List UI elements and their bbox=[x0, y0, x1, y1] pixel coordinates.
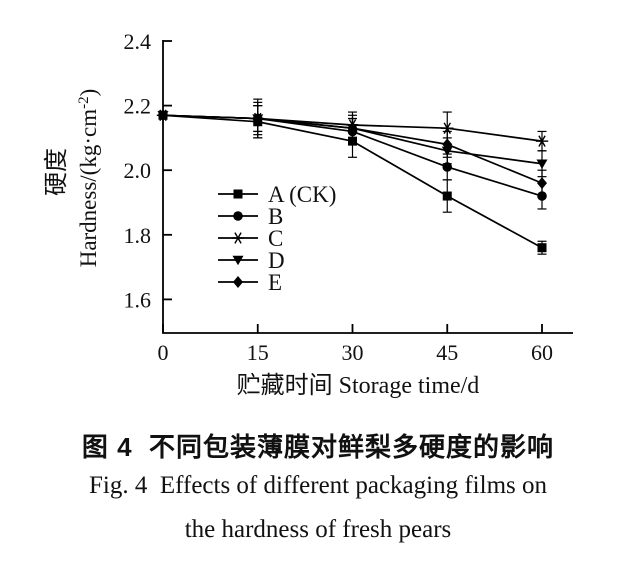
y-tick-label: 1.8 bbox=[124, 223, 152, 248]
legend-label: C bbox=[268, 226, 283, 251]
diamond-marker bbox=[252, 112, 263, 125]
square-marker bbox=[442, 191, 452, 201]
x-tick-label: 0 bbox=[158, 340, 169, 365]
series-e bbox=[158, 109, 548, 190]
triangle-down-marker bbox=[441, 146, 453, 157]
y-tick-label: 2.2 bbox=[124, 94, 152, 119]
legend-label: E bbox=[268, 270, 282, 295]
legend-item: E bbox=[218, 270, 282, 295]
square-marker bbox=[233, 189, 243, 199]
triangle-down-marker bbox=[232, 255, 244, 266]
legend-item: B bbox=[218, 204, 283, 229]
x-axis-title: 贮藏时间 Storage time/d bbox=[237, 372, 480, 399]
x-tick-label: 45 bbox=[436, 340, 458, 365]
diamond-marker bbox=[537, 177, 548, 190]
legend-item: A (CK) bbox=[218, 182, 336, 207]
figure-caption-zh: 图 4 不同包装薄膜对鲜梨多硬度的影响 bbox=[81, 432, 555, 462]
circle-marker bbox=[442, 162, 453, 172]
figure-caption-en-line2: the hardness of fresh pears bbox=[184, 516, 452, 543]
diamond-marker bbox=[158, 109, 168, 122]
asterisk-marker bbox=[535, 135, 549, 147]
legend-label: A (CK) bbox=[268, 182, 336, 207]
diamond-marker bbox=[347, 122, 358, 135]
asterisk-marker bbox=[231, 232, 245, 244]
x-tick-label: 60 bbox=[531, 340, 553, 365]
x-axis: 0 15 30 45 60 bbox=[158, 324, 553, 365]
hardness-line-chart: 1.6 1.8 2.0 2.2 2.4 0 15 30 45 60 贮藏时间 Storage tim… bbox=[43, 29, 573, 399]
y-axis-title-zh: 硬度 bbox=[43, 148, 70, 196]
square-marker bbox=[537, 243, 547, 253]
legend-label: D bbox=[268, 248, 285, 273]
circle-marker bbox=[537, 191, 547, 201]
circle-marker bbox=[233, 211, 243, 221]
legend-item: D bbox=[218, 248, 285, 273]
legend-item: C bbox=[218, 226, 283, 251]
y-tick-label: 2.0 bbox=[124, 158, 152, 183]
x-tick-label: 15 bbox=[247, 340, 269, 365]
y-tick-label: 2.4 bbox=[124, 29, 152, 54]
x-tick-label: 30 bbox=[342, 340, 364, 365]
asterisk-marker bbox=[441, 122, 454, 134]
square-marker bbox=[348, 136, 358, 146]
diamond-marker bbox=[233, 276, 243, 288]
figure-caption: 图 4 不同包装薄膜对鲜梨多硬度的影响 Fig. 4 Effects of di… bbox=[0, 430, 636, 552]
figure-caption-en-line1: Fig. 4 Effects of different packaging fi… bbox=[89, 472, 547, 499]
y-tick-label: 1.6 bbox=[124, 287, 152, 312]
y-axis-title: 硬度 Hardness/(kg·cm-2) bbox=[43, 89, 101, 268]
y-axis: 1.6 1.8 2.0 2.2 2.4 bbox=[124, 29, 172, 312]
triangle-down-marker bbox=[536, 159, 548, 169]
diamond-marker bbox=[442, 138, 453, 151]
legend-label: B bbox=[268, 204, 283, 229]
y-axis-title-en: Hardness/(kg·cm-2) bbox=[76, 89, 101, 268]
